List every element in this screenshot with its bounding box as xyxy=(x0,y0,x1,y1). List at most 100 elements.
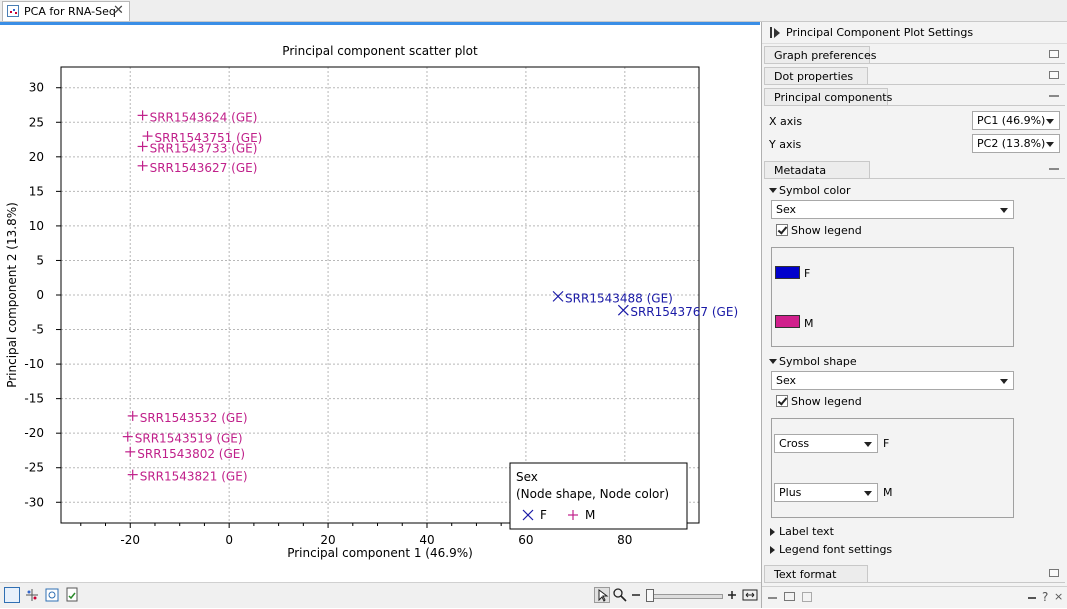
section-tab-label[interactable]: Text format xyxy=(764,565,868,583)
minimize-icon[interactable] xyxy=(1049,168,1059,170)
legend-font-settings-section[interactable]: Legend font settings xyxy=(779,543,893,556)
y-ticks: 30 25 20 15 10 5 0 -5 -10 -15 -20 -25 -30 xyxy=(24,81,61,509)
data-point: SRR1543488 (GE) xyxy=(552,290,673,305)
panel-divider[interactable] xyxy=(761,22,762,608)
plot-area[interactable]: Principal component scatter plot -20 0 20 4… xyxy=(0,25,760,582)
y-tick-label: 10 xyxy=(29,219,44,233)
minimize-icon[interactable] xyxy=(1049,95,1059,97)
show-shape-legend-label: Show legend xyxy=(791,395,862,408)
expand-symbol-shape-icon[interactable] xyxy=(769,359,777,364)
folder-icon[interactable] xyxy=(784,592,795,601)
point-marker-b xyxy=(617,304,629,316)
folder-icon[interactable] xyxy=(1049,71,1059,79)
y-axis-setting-label: Y axis xyxy=(769,138,802,151)
symbol-color-select-value: Sex xyxy=(776,203,797,216)
folder-icon[interactable] xyxy=(1049,50,1059,58)
zoom-in-icon[interactable] xyxy=(726,587,738,603)
expand-symbol-color-icon[interactable] xyxy=(769,188,777,193)
section-graph-preferences[interactable]: Graph preferences xyxy=(764,46,1065,64)
tab-title: PCA for RNA-Seq xyxy=(24,5,116,18)
collapse-panel-icon[interactable] xyxy=(770,27,780,38)
table-view-icon[interactable] xyxy=(44,587,60,603)
expand-legend-font-icon[interactable] xyxy=(770,546,775,554)
minus-icon[interactable] xyxy=(1028,597,1036,599)
zoom-icon[interactable] xyxy=(612,587,628,603)
tab-pca-rna-seq[interactable]: PCA for RNA-Seq ✕ xyxy=(2,1,130,21)
close-panel-icon[interactable]: × xyxy=(1054,590,1064,603)
shape-select-m-value: Plus xyxy=(779,486,802,499)
data-point: SRR1543751 (GE) xyxy=(142,131,263,145)
data-point: SRR1543624 (GE) xyxy=(137,110,257,124)
history-icon[interactable] xyxy=(64,587,80,603)
section-tab-label[interactable]: Metadata xyxy=(764,161,870,179)
color-swatch-f[interactable] xyxy=(775,266,800,279)
settings-panel: Principal Component Plot Settings Graph … xyxy=(762,22,1067,608)
color-legend-label-m: M xyxy=(804,317,814,330)
legend-subtitle: (Node shape, Node color) xyxy=(516,487,669,501)
symbol-shape-select[interactable]: Sex xyxy=(771,371,1014,390)
section-text-format[interactable]: Text format xyxy=(764,565,1065,583)
symbol-shape-label[interactable]: Symbol shape xyxy=(779,355,857,368)
zoom-out-icon[interactable] xyxy=(630,587,642,603)
section-principal-components[interactable]: Principal components xyxy=(764,88,1065,106)
shape-select-m[interactable]: Plus xyxy=(774,483,878,502)
symbol-color-select[interactable]: Sex xyxy=(771,200,1014,219)
fit-width-icon[interactable] xyxy=(742,587,758,603)
section-tab-label[interactable]: Graph preferences xyxy=(764,46,876,64)
shape-legend-label-f: F xyxy=(883,437,890,450)
y-axis-label: Principal component 2 (13.8%) xyxy=(5,202,19,388)
pca-scatter-plot[interactable]: Principal component scatter plot -20 0 20 4… xyxy=(0,25,760,582)
minimize-panel-icon[interactable] xyxy=(768,597,777,599)
legend-entry: M xyxy=(568,508,595,522)
y-tick-label: -15 xyxy=(24,392,44,406)
x-axis-select[interactable]: PC1 (46.9%) xyxy=(972,111,1060,130)
x-tick-label: 60 xyxy=(518,533,533,547)
x-tick-label: 0 xyxy=(225,533,233,547)
close-icon[interactable]: ✕ xyxy=(113,3,124,18)
section-dot-properties[interactable]: Dot properties xyxy=(764,67,1065,85)
y-tick-label: -20 xyxy=(24,426,44,440)
expand-label-text-icon[interactable] xyxy=(770,528,775,536)
point-label: SRR1543488 (GE) xyxy=(565,291,673,305)
show-shape-legend-checkbox[interactable] xyxy=(776,395,788,407)
symbol-color-label[interactable]: Symbol color xyxy=(779,184,851,197)
section-tab-label[interactable]: Principal components xyxy=(764,88,892,106)
point-label: SRR1543532 (GE) xyxy=(140,411,248,425)
section-metadata[interactable]: Metadata xyxy=(764,161,1065,179)
folder-icon[interactable] xyxy=(1049,569,1059,577)
legend-entry: F xyxy=(522,508,547,522)
points-view-icon[interactable] xyxy=(24,587,40,603)
legend-box xyxy=(509,462,688,530)
x-axis-select-value: PC1 (46.9%) xyxy=(977,114,1046,127)
scatter-view-icon[interactable] xyxy=(4,587,20,603)
select-pointer-icon[interactable] xyxy=(594,587,610,603)
show-color-legend-checkbox[interactable] xyxy=(776,224,788,236)
zoom-slider-handle[interactable] xyxy=(646,589,654,602)
point-label: SRR1543751 (GE) xyxy=(155,131,263,145)
shape-select-f[interactable]: Cross xyxy=(774,434,878,453)
chart-title: Principal component scatter plot xyxy=(282,44,478,58)
panel-footer: ? × xyxy=(762,586,1067,609)
zoom-slider[interactable] xyxy=(646,589,723,602)
legend-marker-b xyxy=(522,509,534,521)
save-icon[interactable] xyxy=(802,592,812,602)
y-tick-label: 30 xyxy=(29,81,44,95)
help-icon[interactable]: ? xyxy=(1042,590,1049,604)
x-axis-label: Principal component 1 (46.9%) xyxy=(287,546,473,560)
color-legend-label-f: F xyxy=(804,267,811,280)
section-tab-label[interactable]: Dot properties xyxy=(764,67,868,85)
data-point: SRR1543733 (GE) xyxy=(137,141,257,155)
x-tick-label: 20 xyxy=(320,533,335,547)
data-points: SRR1543488 (GE)SRR1543767 (GE) SRR1543624… xyxy=(122,110,738,484)
x-tick-label: 40 xyxy=(419,533,434,547)
y-axis-select[interactable]: PC2 (13.8%) xyxy=(972,134,1060,153)
color-swatch-m[interactable] xyxy=(775,315,800,328)
panel-header: Principal Component Plot Settings xyxy=(762,22,1067,44)
label-text-section[interactable]: Label text xyxy=(779,525,834,538)
show-color-legend-label: Show legend xyxy=(791,224,862,237)
legend-title: Sex xyxy=(516,470,538,484)
bottom-toolbar xyxy=(0,582,761,608)
chevron-down-icon xyxy=(864,491,872,496)
